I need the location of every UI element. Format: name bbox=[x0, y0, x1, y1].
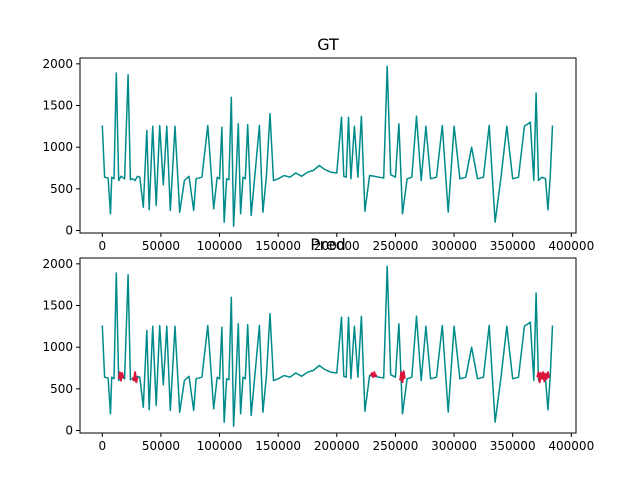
axes-frame-pred bbox=[79, 257, 577, 434]
axis-ticks-gt: 0 50000 100000 150000 200000 250000 300000 3500… bbox=[42, 57, 594, 253]
pred-highlight-segment-pred-1-0 bbox=[117, 371, 125, 382]
y-tick-label-pred-3: 1500 bbox=[42, 299, 73, 313]
x-tick-label-pred-0: 0 bbox=[98, 439, 106, 453]
pred-highlight-segment-pred-1-3 bbox=[399, 370, 406, 384]
plot-lines-pred bbox=[101, 265, 554, 428]
subplot-title-gt: GT bbox=[317, 35, 339, 54]
x-tick-label-gt-7: 350000 bbox=[490, 239, 536, 253]
x-tick-label-pred-5: 250000 bbox=[373, 439, 419, 453]
y-tick-label-pred-0: 0 bbox=[65, 424, 73, 438]
x-tick-label-pred-7: 350000 bbox=[490, 439, 536, 453]
axes-frame-gt bbox=[79, 57, 577, 234]
y-tick-label-pred-2: 1000 bbox=[42, 340, 73, 354]
plot-area-pred bbox=[80, 258, 576, 433]
subplot-pred: Pred 0 50000 100000 150000 200000 250000 30000… bbox=[42, 235, 594, 453]
y-tick-label-gt-0: 0 bbox=[65, 224, 73, 238]
y-tick-label-gt-2: 1000 bbox=[42, 140, 73, 154]
x-tick-label-pred-1: 50000 bbox=[142, 439, 180, 453]
x-tick-label-gt-2: 100000 bbox=[197, 239, 243, 253]
x-tick-label-gt-3: 150000 bbox=[255, 239, 301, 253]
y-tick-label-gt-1: 500 bbox=[50, 182, 73, 196]
x-tick-label-pred-4: 200000 bbox=[314, 439, 360, 453]
pred-highlight-segment-pred-1-1 bbox=[131, 371, 139, 384]
x-tick-label-gt-0: 0 bbox=[98, 239, 106, 253]
x-tick-label-pred-6: 300000 bbox=[431, 439, 477, 453]
x-tick-label-pred-2: 100000 bbox=[197, 439, 243, 453]
y-tick-label-pred-1: 500 bbox=[50, 382, 73, 396]
y-tick-label-gt-3: 1500 bbox=[42, 99, 73, 113]
series-line-gt-0-0 bbox=[101, 65, 554, 228]
subplot-gt: GT 0 50000 100000 150000 200000 250000 300000 3… bbox=[42, 35, 594, 253]
x-tick-label-pred-3: 150000 bbox=[255, 439, 301, 453]
axis-ticks-pred: 0 50000 100000 150000 200000 250000 300000 3500… bbox=[42, 257, 594, 453]
x-tick-label-gt-1: 50000 bbox=[142, 239, 180, 253]
x-tick-label-gt-6: 300000 bbox=[431, 239, 477, 253]
subplot-title-pred: Pred bbox=[310, 235, 346, 254]
x-tick-label-gt-4: 200000 bbox=[314, 239, 360, 253]
x-tick-label-gt-8: 400000 bbox=[548, 239, 594, 253]
pred-highlight-segment-pred-1-2 bbox=[369, 371, 378, 379]
pred-highlight-segment-pred-1-4 bbox=[536, 371, 550, 384]
y-tick-label-gt-4: 2000 bbox=[42, 57, 73, 71]
series-line-pred-0-0 bbox=[101, 265, 554, 428]
x-tick-label-pred-8: 400000 bbox=[548, 439, 594, 453]
plot-area-gt bbox=[80, 58, 576, 233]
y-tick-label-pred-4: 2000 bbox=[42, 257, 73, 271]
x-tick-label-gt-5: 250000 bbox=[373, 239, 419, 253]
plot-lines-gt bbox=[101, 65, 554, 228]
